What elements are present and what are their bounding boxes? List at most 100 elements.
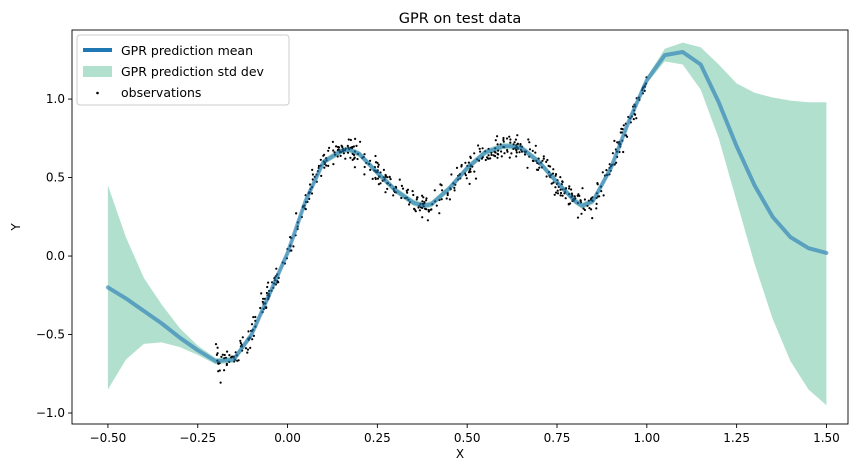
observation-point: [406, 191, 409, 194]
observation-point: [531, 159, 535, 162]
observation-point: [425, 208, 428, 211]
observation-point: [579, 199, 582, 202]
observation-point: [508, 135, 511, 138]
observation-point: [554, 174, 557, 177]
observation-point: [223, 353, 226, 357]
observation-point: [576, 194, 579, 197]
observation-point: [347, 138, 350, 141]
observation-point: [241, 336, 244, 339]
observation-point: [339, 154, 342, 157]
observation-point: [331, 140, 334, 143]
observation-point: [632, 118, 635, 121]
observation-point: [580, 212, 583, 215]
observation-point: [453, 189, 456, 192]
observation-point: [341, 145, 344, 149]
observation-point: [465, 177, 468, 180]
observation-point: [479, 150, 482, 153]
observation-point: [568, 187, 571, 190]
observation-point: [545, 160, 548, 163]
observation-point: [487, 157, 490, 160]
x-tick-label: −0.50: [90, 431, 127, 445]
observation-point: [216, 346, 219, 349]
observation-point: [266, 285, 269, 289]
x-tick-label: −0.25: [179, 431, 216, 445]
observation-point: [561, 194, 564, 197]
observation-point: [569, 202, 572, 205]
observation-point: [620, 127, 623, 130]
observation-point: [346, 151, 350, 154]
observation-point: [552, 168, 555, 171]
observation-point: [487, 154, 490, 157]
observation-point: [545, 175, 548, 178]
x-axis-label: X: [456, 447, 464, 461]
observation-point: [379, 182, 382, 185]
observation-point: [588, 207, 591, 210]
observation-point: [570, 188, 573, 191]
observation-point: [356, 157, 359, 161]
x-tick-label: 1.50: [813, 431, 840, 445]
observation-point: [292, 245, 295, 248]
observation-point: [496, 143, 499, 146]
observation-point: [252, 316, 255, 319]
observation-point: [561, 180, 564, 184]
observation-point: [411, 190, 414, 193]
observation-point: [509, 138, 512, 141]
observation-point: [615, 161, 618, 164]
observation-point: [223, 369, 226, 372]
observation-point: [578, 194, 581, 197]
observation-point: [336, 155, 339, 158]
observation-point: [392, 194, 395, 197]
observation-point: [325, 164, 328, 167]
observation-point: [554, 173, 558, 176]
observation-point: [500, 150, 503, 153]
legend-observations-swatch: [96, 91, 99, 95]
observation-point: [249, 346, 252, 349]
observation-point: [389, 178, 392, 181]
observation-point: [426, 219, 429, 222]
observation-point: [418, 209, 421, 212]
observation-point: [342, 152, 345, 155]
observation-point: [496, 152, 499, 155]
observation-point: [398, 178, 401, 181]
mean-line: [105, 50, 829, 364]
observation-point: [265, 291, 268, 295]
observation-point: [598, 195, 601, 198]
observation-point: [505, 137, 509, 140]
observation-point: [573, 195, 576, 198]
observation-point: [601, 171, 604, 174]
observation-point: [327, 149, 330, 152]
observation-point: [369, 159, 372, 162]
observation-point: [508, 156, 511, 159]
observation-point: [502, 140, 505, 143]
observation-point: [416, 196, 419, 199]
observation-point: [445, 197, 448, 200]
observation-point: [485, 156, 489, 159]
observation-point: [320, 174, 323, 177]
observation-point: [412, 193, 415, 197]
observation-point: [421, 194, 424, 197]
mean-line-layer: [105, 50, 829, 364]
observation-point: [523, 153, 527, 156]
observation-point: [311, 173, 314, 176]
observation-point: [634, 113, 637, 116]
observation-point: [613, 139, 616, 142]
observation-point: [515, 155, 518, 158]
observation-point: [526, 166, 529, 169]
observation-point: [509, 141, 512, 144]
observation-point: [453, 186, 456, 189]
observation-point: [214, 343, 218, 346]
observation-point: [440, 198, 443, 201]
observation-point: [244, 347, 248, 350]
observation-point: [595, 202, 598, 205]
observation-point: [408, 203, 411, 206]
observation-point: [259, 306, 262, 310]
observation-point: [516, 134, 519, 137]
observation-point: [319, 158, 322, 161]
observation-point: [622, 150, 625, 154]
observation-point: [541, 159, 544, 162]
observation-point: [467, 171, 471, 174]
observation-point: [473, 152, 476, 155]
observation-point: [311, 168, 314, 171]
observation-point: [490, 153, 493, 156]
